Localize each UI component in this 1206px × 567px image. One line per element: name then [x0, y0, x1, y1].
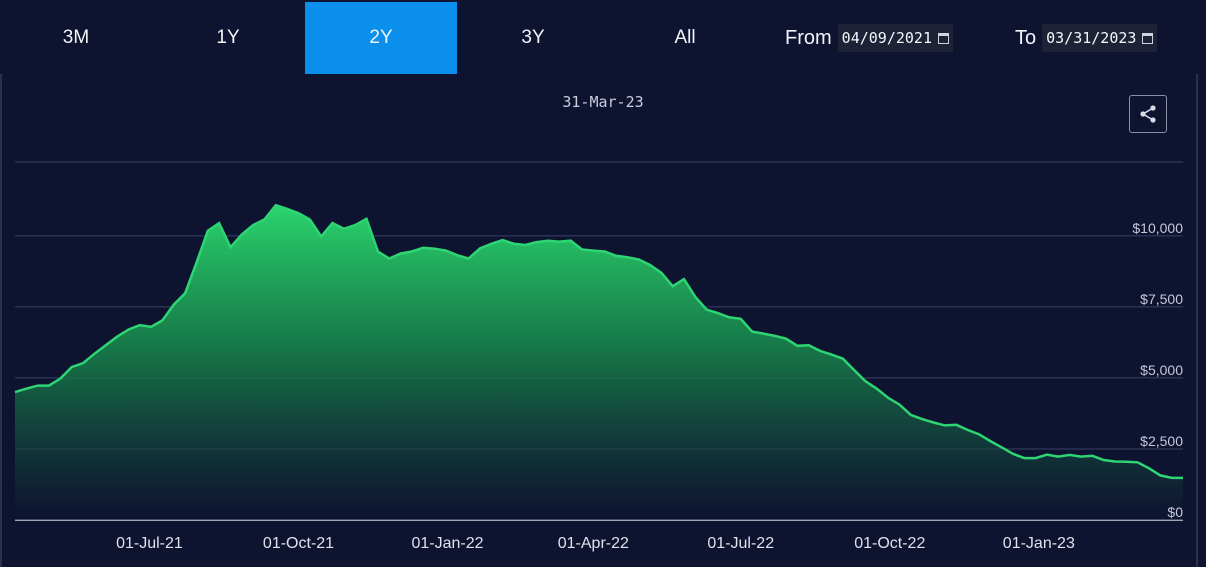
from-date-value: 04/09/2021 [841, 29, 932, 47]
hover-date-label: 31-Mar-23 [562, 93, 644, 111]
x-tick-label: 01-Jan-23 [1003, 535, 1075, 552]
x-tick-label: 01-Apr-22 [558, 535, 629, 552]
range-button-2y[interactable]: 2Y [305, 2, 457, 74]
x-tick-label: 01-Jul-21 [116, 535, 183, 552]
share-icon [1140, 105, 1156, 123]
share-button[interactable] [1129, 95, 1167, 133]
to-date-input[interactable]: 03/31/2023 [1042, 24, 1158, 52]
range-button-all[interactable]: All [674, 27, 696, 48]
range-button-1y[interactable]: 1Y [216, 27, 240, 48]
x-tick-label: 01-Oct-22 [854, 535, 925, 552]
range-button-3m[interactable]: 3M [62, 27, 90, 48]
from-label: From [785, 26, 832, 49]
chart-panel [0, 74, 1198, 567]
to-date-group: To 03/31/2023 [1015, 24, 1158, 52]
calendar-icon[interactable] [937, 32, 949, 44]
range-toolbar: 3M 1Y 2Y 3Y All From 04/09/2021 To 03/31… [0, 0, 1206, 74]
series-line [14, 203, 1183, 480]
y-tick-label: $5,000 [1140, 362, 1183, 378]
from-date-input[interactable]: 04/09/2021 [837, 24, 953, 52]
x-tick-label: 01-Oct-21 [263, 535, 334, 552]
y-tick-label: $7,500 [1140, 291, 1183, 307]
from-date-group: From 04/09/2021 [785, 24, 953, 52]
calendar-icon[interactable] [1142, 32, 1154, 44]
to-label: To [1015, 26, 1037, 49]
y-tick-label: $0 [1167, 504, 1183, 520]
x-tick-label: 01-Jul-22 [707, 535, 774, 552]
series-area [15, 205, 1183, 520]
y-tick-label: $10,000 [1132, 220, 1183, 236]
y-tick-label: $2,500 [1140, 433, 1183, 449]
x-tick-label: 01-Jan-22 [412, 535, 484, 552]
to-date-value: 03/31/2023 [1046, 29, 1137, 47]
range-button-3y[interactable]: 3Y [521, 27, 545, 48]
